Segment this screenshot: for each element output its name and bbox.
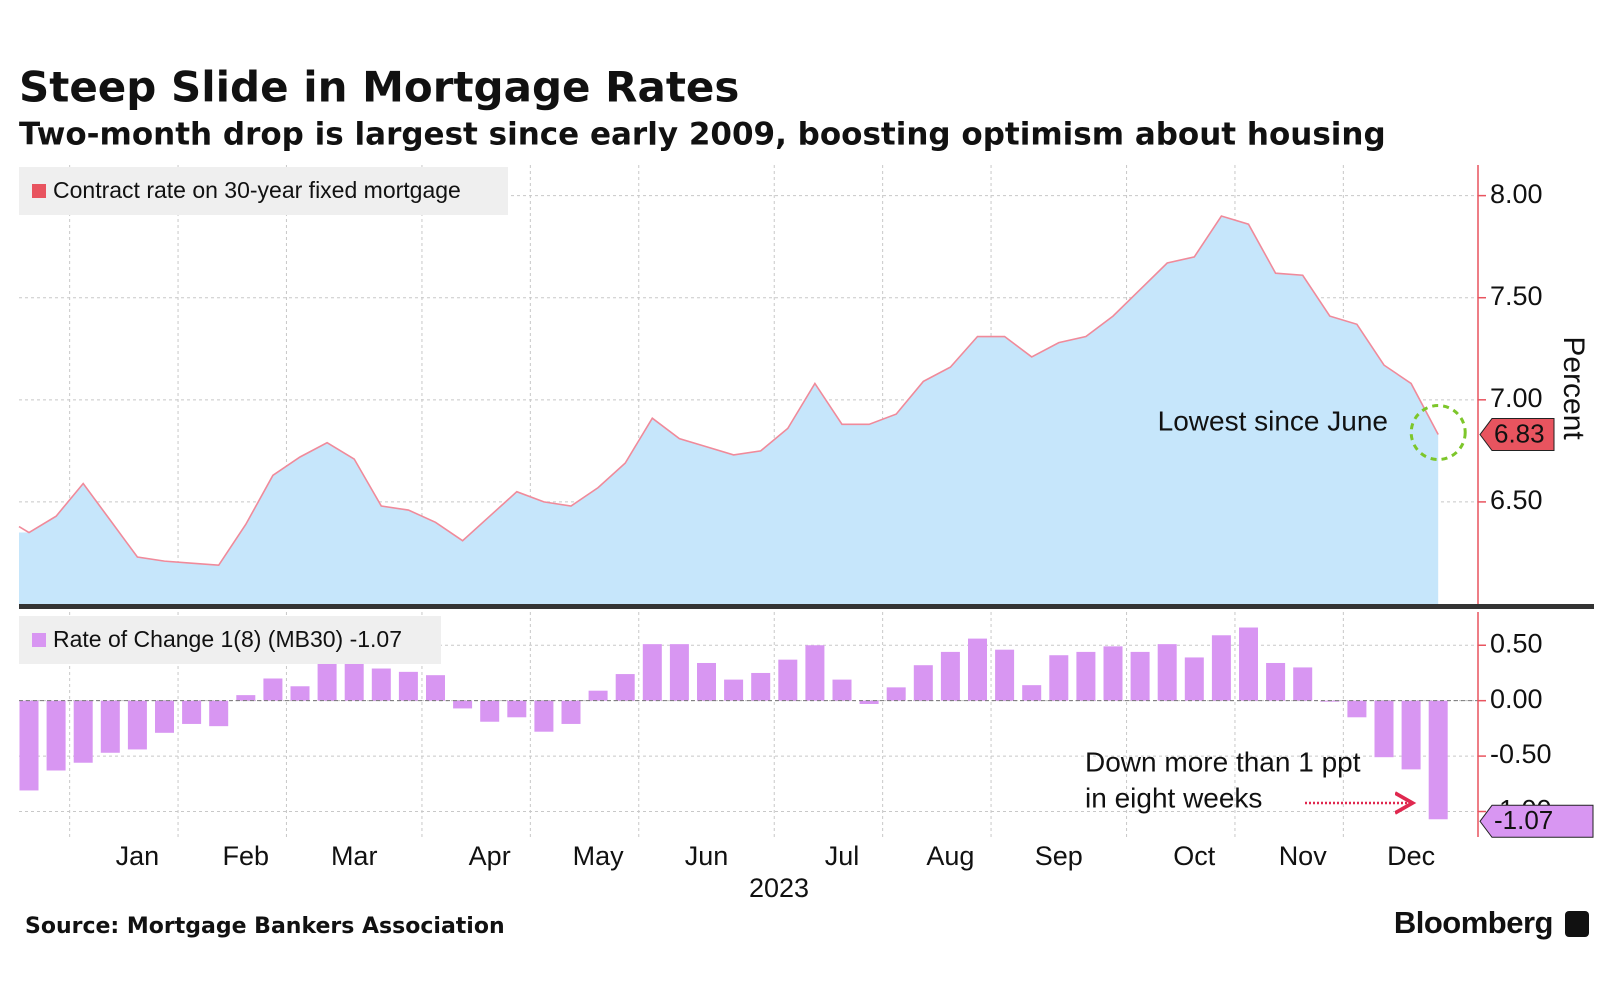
bar <box>1076 651 1096 701</box>
bar <box>561 700 581 724</box>
bar <box>1157 644 1177 701</box>
bar <box>1211 635 1231 701</box>
legend-label: Rate of Change 1(8) (MB30) -1.07 <box>53 626 402 652</box>
value-tag-label: -1.07 <box>1494 805 1553 835</box>
bar <box>453 700 473 709</box>
bar <box>263 678 283 701</box>
annotation: Down more than 1 ppt <box>1085 746 1361 777</box>
area <box>19 216 1439 604</box>
y-tick-label: 7.00 <box>1490 383 1543 413</box>
bar <box>19 700 39 791</box>
bar <box>182 700 202 724</box>
bar <box>371 668 391 701</box>
y-axis-label: Percent <box>1557 336 1590 440</box>
y-tick-label: 0.00 <box>1490 684 1543 714</box>
bar <box>426 675 445 701</box>
bar <box>968 638 987 701</box>
y-tick-label: 8.00 <box>1490 179 1543 209</box>
bar <box>46 700 66 771</box>
bar <box>778 659 798 701</box>
bar <box>697 662 716 701</box>
bar <box>724 679 744 701</box>
x-tick-label: Nov <box>1279 841 1328 871</box>
x-tick-label: Jun <box>685 841 729 871</box>
y-tick-label: 0.50 <box>1490 628 1543 658</box>
highlight-circle <box>1409 404 1467 462</box>
brand: Bloomberg <box>1394 905 1553 940</box>
bar <box>886 687 906 701</box>
brand-icon <box>1565 911 1589 937</box>
bar <box>534 700 554 732</box>
bar <box>1401 700 1421 770</box>
bar <box>73 700 93 763</box>
bar <box>588 690 608 701</box>
bar <box>209 700 229 727</box>
x-tick-label: Dec <box>1387 841 1435 871</box>
line <box>18 215 1439 567</box>
value-tag <box>1479 804 1594 838</box>
bar <box>1428 700 1448 820</box>
x-tick-label: Jul <box>825 841 860 871</box>
value-tag-label: 6.83 <box>1494 418 1545 448</box>
bar <box>1374 700 1394 758</box>
chart-subtitle: Two-month drop is largest since early 20… <box>19 117 1386 153</box>
bar <box>1022 685 1042 701</box>
x-tick-label: Oct <box>1173 841 1216 871</box>
legend-swatch <box>32 184 46 198</box>
legend-label: Contract rate on 30-year fixed mortgage <box>53 177 461 203</box>
bar <box>940 651 960 701</box>
x-tick-label: Apr <box>469 841 511 871</box>
bar <box>805 645 825 701</box>
bar <box>669 644 689 701</box>
bar <box>1266 662 1286 701</box>
bar <box>995 649 1015 701</box>
chart-title: Steep Slide in Mortgage Rates <box>19 63 739 112</box>
x-tick-label: Jan <box>116 841 160 871</box>
bar <box>913 665 933 701</box>
bar <box>642 644 662 701</box>
bar <box>1184 657 1204 701</box>
panel-divider <box>19 604 1594 609</box>
bar <box>832 679 852 701</box>
annotation: Lowest since June <box>1158 405 1388 436</box>
bar <box>480 700 500 722</box>
bar <box>1347 700 1367 718</box>
bar <box>155 700 174 733</box>
bar <box>859 700 879 704</box>
bar <box>1293 667 1313 701</box>
bar <box>751 672 771 701</box>
bar <box>317 660 337 701</box>
x-tick-label: May <box>573 841 625 871</box>
bar <box>127 700 147 750</box>
x-tick-label: Mar <box>331 841 378 871</box>
bar <box>398 671 418 701</box>
legend-box <box>19 167 508 215</box>
y-tick-label: 6.50 <box>1490 485 1543 515</box>
annotation: in eight weeks <box>1085 782 1262 813</box>
x-axis-label: 2023 <box>749 873 809 903</box>
value-tag <box>1479 418 1555 452</box>
x-tick-label: Sep <box>1035 841 1083 871</box>
legend-swatch <box>32 633 46 647</box>
bar <box>615 674 635 701</box>
legend-box <box>19 616 441 664</box>
source: Source: Mortgage Bankers Association <box>25 914 505 939</box>
bar <box>236 695 256 701</box>
bar <box>1130 651 1150 701</box>
bar <box>1239 627 1258 701</box>
bar <box>1103 646 1123 701</box>
bar <box>100 700 120 753</box>
bar <box>290 686 310 701</box>
bar <box>1049 655 1069 701</box>
y-tick-label: 7.50 <box>1490 281 1543 311</box>
x-tick-label: Feb <box>223 841 270 871</box>
bar <box>507 700 527 718</box>
y-tick-label: -0.50 <box>1490 739 1552 769</box>
x-tick-label: Aug <box>926 841 974 871</box>
